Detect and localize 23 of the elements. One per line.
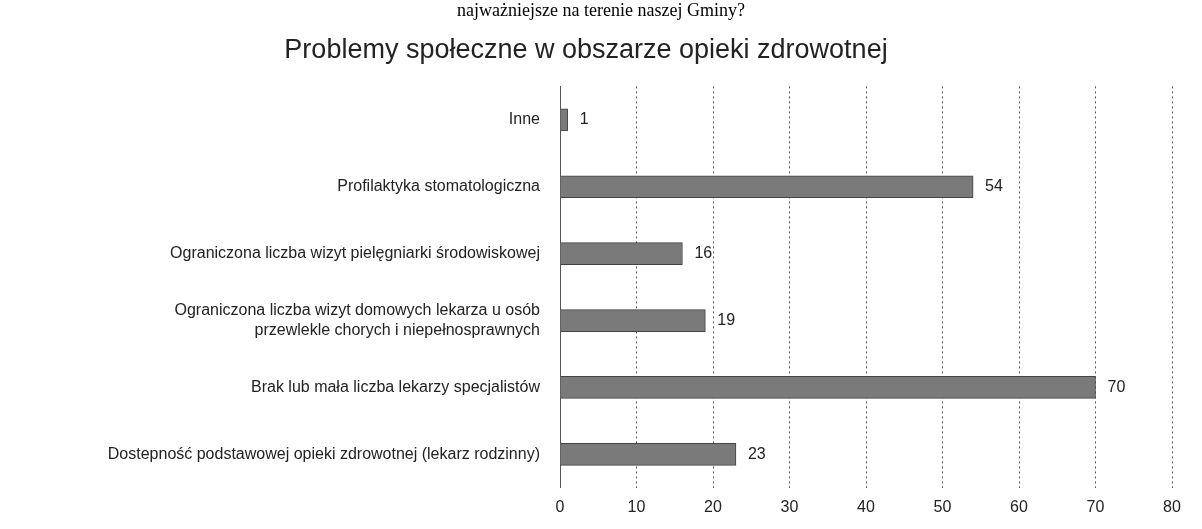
data-label: 1 <box>579 110 589 128</box>
x-tick-label: 70 <box>1086 497 1105 515</box>
data-label: 70 <box>1107 377 1126 395</box>
data-label: 23 <box>747 444 766 462</box>
x-tick-label: 80 <box>1163 497 1181 515</box>
x-tick-label: 30 <box>780 497 799 515</box>
text: najważniejsze na terenie naszej Gminy? <box>457 0 745 20</box>
y-tick-label: Inne <box>508 110 541 128</box>
data-label: 16 <box>694 244 713 262</box>
chart-title: Problemy społeczne w obszarze opieki zdrowotnej <box>284 33 888 64</box>
y-tick-label: Dostepność podstawowej opieki zdrowotnej (lekarz rodzinny) <box>107 444 540 462</box>
x-tick-label: 10 <box>627 497 646 515</box>
x-tick-label: 60 <box>1010 497 1028 515</box>
data-label: 54 <box>985 177 1003 195</box>
x-tick-label: 0 <box>555 497 565 515</box>
y-tick-label: Ograniczona liczba wizyt domowych lekarza u osób przewlekle chorych i niepełnosprawnych <box>174 301 541 338</box>
x-tick-label: 20 <box>704 497 722 515</box>
x-tick-label: 40 <box>857 497 875 515</box>
x-tick-label: 50 <box>933 497 952 515</box>
y-tick-label: Brak lub mała liczba lekarzy specjalistów <box>251 377 541 395</box>
y-tick-label: Ograniczona liczba wizyt pielęgniarki środowiskowej <box>170 244 540 262</box>
y-tick-label: Profilaktyka stomatologiczna <box>337 177 541 195</box>
data-label: 19 <box>717 310 736 328</box>
